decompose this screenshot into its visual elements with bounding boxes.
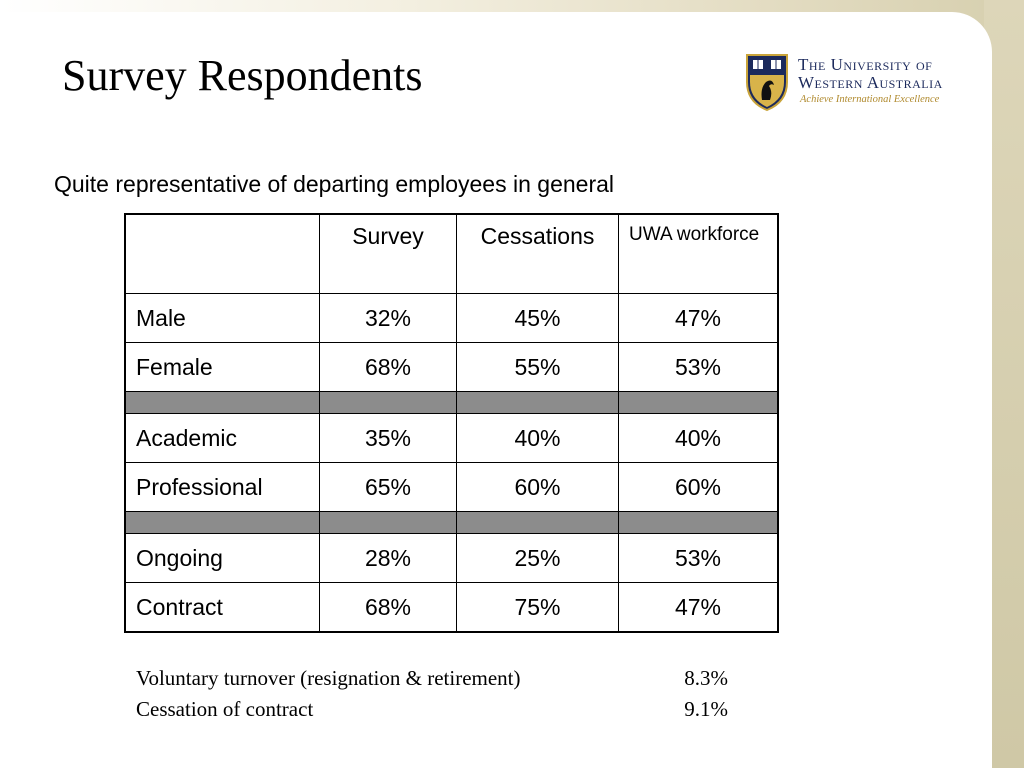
- cell-workforce: 53%: [618, 342, 779, 392]
- crest-icon: [746, 54, 788, 112]
- cell-cessations: 55%: [456, 342, 619, 392]
- cell-workforce: 47%: [618, 582, 779, 633]
- header-cell-uwa-workforce: UWA workforce: [618, 213, 779, 294]
- separator-row: [124, 391, 779, 414]
- cell-workforce: 53%: [618, 533, 779, 583]
- respondents-table: Survey Cessations UWA workforce Male 32%…: [124, 213, 779, 633]
- header-cell-empty: [124, 213, 320, 294]
- note-value: 8.3%: [684, 666, 728, 690]
- university-name-line2: Western Australia: [798, 73, 943, 92]
- cell-workforce: 47%: [618, 293, 779, 343]
- separator-row: [124, 511, 779, 534]
- cell-cessations: 25%: [456, 533, 619, 583]
- row-label: Female: [124, 342, 320, 392]
- cell-cessations: 40%: [456, 413, 619, 463]
- header-cell-cessations: Cessations: [456, 213, 619, 294]
- note-row: Voluntary turnover (resignation & retire…: [136, 666, 736, 697]
- table-row: Female 68% 55% 53%: [124, 342, 779, 392]
- note-label: Voluntary turnover (resignation & retire…: [136, 666, 521, 690]
- cell-workforce: 60%: [618, 462, 779, 512]
- university-tagline: Achieve International Excellence: [800, 94, 940, 105]
- note-label: Cessation of contract: [136, 697, 314, 721]
- row-label: Academic: [124, 413, 320, 463]
- cell-survey: 68%: [319, 582, 457, 633]
- row-label: Male: [124, 293, 320, 343]
- cell-survey: 65%: [319, 462, 457, 512]
- table-row: Contract 68% 75% 47%: [124, 582, 779, 633]
- table-header-row: Survey Cessations UWA workforce: [124, 213, 779, 294]
- university-name: The University of Western Australia: [798, 56, 943, 92]
- table-row: Professional 65% 60% 60%: [124, 462, 779, 512]
- slide-title: Survey Respondents: [62, 51, 423, 100]
- cell-cessations: 75%: [456, 582, 619, 633]
- header-cell-survey: Survey: [319, 213, 457, 294]
- note-row: Cessation of contract 9.1%: [136, 697, 736, 728]
- table-row: Academic 35% 40% 40%: [124, 413, 779, 463]
- row-label: Contract: [124, 582, 320, 633]
- university-logo: The University of Western Australia Achi…: [744, 52, 959, 114]
- turnover-notes: Voluntary turnover (resignation & retire…: [136, 666, 736, 728]
- cell-survey: 28%: [319, 533, 457, 583]
- slide-subtitle: Quite representative of departing employ…: [54, 171, 615, 197]
- cell-workforce: 40%: [618, 413, 779, 463]
- row-label: Professional: [124, 462, 320, 512]
- table-row: Ongoing 28% 25% 53%: [124, 533, 779, 583]
- row-label: Ongoing: [124, 533, 320, 583]
- table-row: Male 32% 45% 47%: [124, 293, 779, 343]
- cell-cessations: 60%: [456, 462, 619, 512]
- cell-survey: 35%: [319, 413, 457, 463]
- cell-survey: 68%: [319, 342, 457, 392]
- university-name-line1: The University of: [798, 55, 933, 74]
- cell-survey: 32%: [319, 293, 457, 343]
- cell-cessations: 45%: [456, 293, 619, 343]
- note-value: 9.1%: [684, 697, 728, 721]
